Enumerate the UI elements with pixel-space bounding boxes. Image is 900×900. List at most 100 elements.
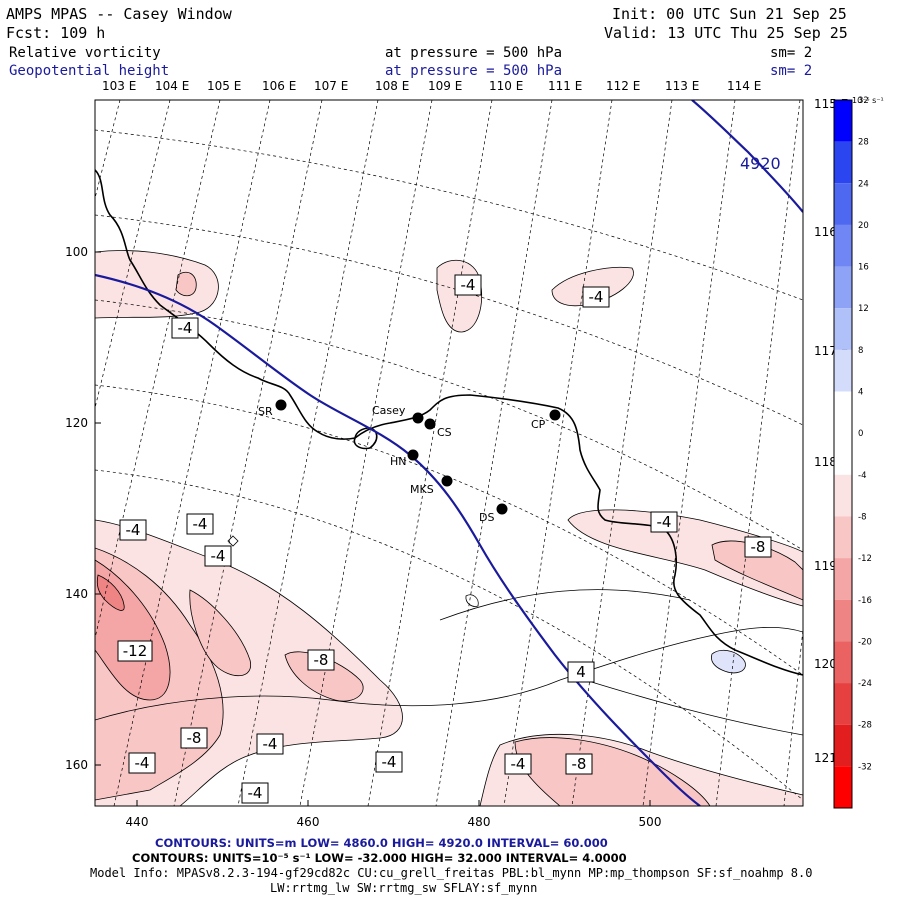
lon-label-top: 107 E (314, 79, 348, 93)
station-markers: SR Casey CS CP HN MKS DS (258, 399, 561, 524)
vorticity-label-box (504, 753, 532, 775)
valid-time: Valid: 13 UTC Thu 25 Sep 25 (604, 24, 848, 42)
field-2-level: at pressure = 500 hPa (385, 63, 562, 79)
colorbar-tick-label: -16 (858, 596, 872, 606)
vorticity-label: -4 (211, 547, 226, 565)
height-contour-4920-lower (95, 273, 701, 806)
vorticity-label-box (186, 513, 214, 535)
shade-neg4-topleft (95, 250, 219, 319)
colorbar-segment (834, 474, 852, 517)
colorbar-segment (834, 141, 852, 184)
colorbar-segment (834, 183, 852, 225)
vorticity-label: -4 (248, 784, 263, 802)
field-1-smooth: sm= 2 (770, 45, 812, 61)
parallel-line (95, 129, 803, 301)
station-label: DS (479, 511, 494, 524)
y-tick-label: 160 (65, 758, 88, 772)
station-dot (441, 475, 453, 487)
colorbar-segment (834, 349, 852, 392)
footer-vorticity-contours: CONTOURS: UNITS=10⁻⁵ s⁻¹ LOW= -32.000 HI… (132, 851, 627, 865)
longitude-labels-top: 103 E 104 E 105 E 106 E 107 E 108 E 109 E 110 E… (102, 79, 761, 93)
vorticity-label-box (582, 286, 610, 308)
station-label: CP (531, 418, 546, 431)
lon-label-top: 111 E (548, 79, 582, 93)
colorbar-segment (834, 224, 852, 267)
vorticity-label-box (119, 519, 147, 541)
y-tick-label: 140 (65, 587, 88, 601)
colorbar-tick-label: -32 (858, 762, 872, 772)
parallel-line (95, 214, 803, 426)
meridian-line (715, 100, 801, 806)
init-time: Init: 00 UTC Sun 21 Sep 25 (612, 5, 847, 23)
station-dot (275, 399, 287, 411)
vorticity-label-box (128, 752, 156, 774)
vorticity-label: -8 (572, 755, 587, 773)
y-tick-label: 120 (65, 416, 88, 430)
lon-label-top: 109 E (428, 79, 462, 93)
meridian-line (571, 100, 673, 806)
meridian-line (642, 100, 736, 806)
colorbar-segment (834, 100, 852, 142)
vorticity-label: -4 (589, 288, 604, 306)
lon-label-top: 104 E (155, 79, 189, 93)
vorticity-label: -4 (178, 319, 193, 337)
vorticity-label: -8 (314, 651, 329, 669)
vorticity-label-box (180, 727, 208, 749)
lon-label-top: 105 E (207, 79, 241, 93)
meridian-line (435, 100, 553, 806)
height-contour-4920-upper (691, 100, 803, 213)
colorbar-tick-label: -12 (858, 554, 872, 564)
vorticity-label: -4 (263, 735, 278, 753)
vorticity-contours (95, 589, 803, 736)
vorticity-label-box (256, 733, 284, 755)
colorbar-segment (834, 599, 852, 642)
vorticity-label-box (204, 545, 232, 567)
vorticity-label-box (454, 274, 482, 296)
colorbar-units: 10⁻⁵ s⁻¹ (852, 96, 884, 105)
colorbar-tick-label: 0 (858, 429, 863, 439)
lon-label-top: 112 E (606, 79, 640, 93)
colorbar-segment (834, 516, 852, 559)
colorbar-segment (834, 266, 852, 309)
figure-title: AMPS MPAS -- Casey Window (6, 5, 233, 23)
vorticity-label: -8 (187, 729, 202, 747)
colorbar: 32 28 24 20 16 12 8 4 0 -4 -8 -12 -16 -20 -24 -28 -32 (833, 96, 872, 809)
colorbar-tick-label: 24 (858, 179, 869, 189)
vorticity-label-box (307, 649, 335, 671)
vorticity-label: -4 (461, 276, 476, 294)
station-label: HN (390, 455, 407, 468)
x-axis-ticks: 440 460 480 500 (126, 800, 661, 829)
vorticity-label: 4 (576, 663, 586, 681)
colorbar-tick-label: -8 (858, 512, 866, 522)
meridian-line (95, 100, 221, 640)
footer-height-contours: CONTOURS: UNITS=m LOW= 4860.0 HIGH= 4920… (155, 836, 608, 850)
station-label: MKS (410, 483, 434, 496)
vorticity-contour-labels: -4-4-4-4 -4-4-4-8-12 -8-8 -4-4-4-4 -4 -84 (117, 274, 772, 804)
colorbar-segment (834, 766, 852, 808)
x-tick-label: 440 (126, 815, 149, 829)
colorbar-tick-label: 28 (858, 138, 869, 148)
station-dot (412, 412, 424, 424)
coastline-inner (353, 427, 378, 450)
colorbar-segment (834, 558, 852, 600)
station-dot (549, 409, 561, 421)
vorticity-label-box (171, 317, 199, 339)
colorbar-tick-label: -4 (858, 471, 866, 481)
colorbar-tick-label: 16 (858, 263, 869, 273)
vorticity-label-box (744, 536, 772, 558)
vorticity-label: -12 (123, 642, 148, 660)
vorticity-label-box (650, 511, 678, 533)
colorbar-tick-label: -24 (858, 679, 872, 689)
vorticity-label: -4 (382, 753, 397, 771)
x-tick-label: 480 (468, 815, 491, 829)
vorticity-label: -4 (193, 515, 208, 533)
lat-lon-grid (95, 100, 803, 806)
parallel-line (95, 299, 803, 551)
lon-label-top: 114 E (727, 79, 761, 93)
colorbar-tick-label: 20 (858, 221, 869, 231)
colorbar-tick-label: 4 (858, 388, 863, 398)
colorbar-tick-label: -28 (858, 721, 872, 731)
station-label: CS (437, 426, 452, 439)
colorbar-segment (834, 683, 852, 725)
